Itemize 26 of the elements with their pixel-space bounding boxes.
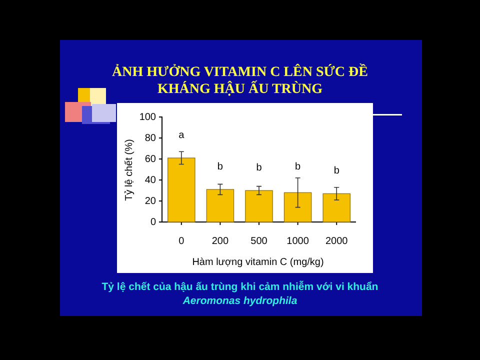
bar — [245, 190, 273, 222]
bar — [284, 192, 312, 222]
annotation: b — [217, 161, 224, 172]
annotation: b — [295, 161, 302, 172]
y-tick-label: 100 — [139, 112, 156, 124]
bar — [168, 158, 196, 222]
annotation: b — [334, 166, 340, 177]
text: Tỷ lệ chết của hậu ấu trùng khi cảm nhiễm với vi khuẩn — [102, 280, 378, 293]
text: Aeromonas hydrophila — [182, 295, 298, 307]
bar — [322, 193, 350, 222]
annotation: b — [256, 162, 262, 174]
chart-title: ẢNH HƯỞNG VITAMIN C LÊN SỨC ĐỀ KHÁNG HẬU ẤU TRÙNG — [112, 63, 368, 97]
y-tick-label: 60 — [144, 154, 156, 166]
y-tick-label: 40 — [144, 175, 156, 186]
bar — [206, 189, 234, 222]
annotation: a — [178, 130, 185, 141]
y-tick-label: 0 — [150, 217, 156, 228]
x-tick-label: 200 — [212, 236, 229, 248]
x-axis-title: Hàm lượng vitamin C (mg/kg) — [192, 257, 324, 268]
x-tick-label: 2000 — [325, 236, 348, 248]
x-tick-label: 0 — [178, 236, 185, 248]
x-tick-label: 1000 — [286, 236, 310, 248]
y-tick-label: 20 — [144, 196, 156, 208]
x-tick-label: 500 — [250, 236, 268, 248]
y-axis-title: Tỷ lệ chết (%) — [124, 139, 135, 201]
y-tick-label: 80 — [144, 133, 156, 144]
